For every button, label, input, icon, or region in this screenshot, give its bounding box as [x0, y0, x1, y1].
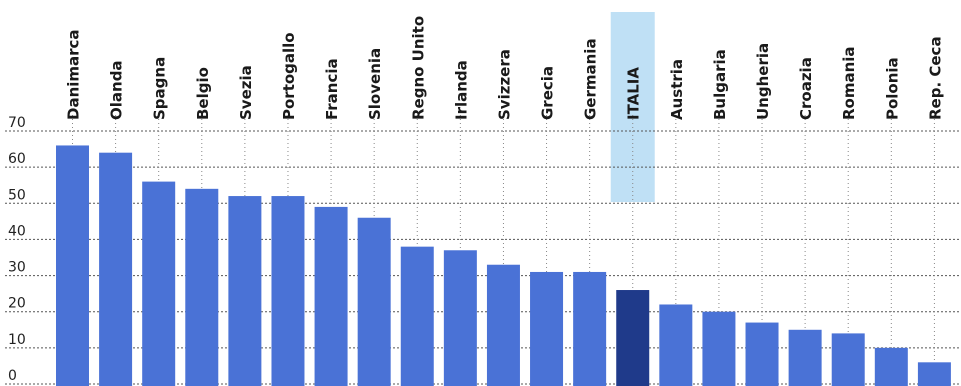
category-label: Irlanda — [452, 60, 470, 120]
category-label: Austria — [668, 59, 686, 120]
y-tick-label: 40 — [8, 223, 26, 239]
bar-belgio — [185, 188, 219, 386]
category-label: Danimarca — [65, 29, 83, 120]
bar-regno-unito — [400, 246, 434, 386]
bar-olanda — [99, 152, 133, 386]
category-label: Svizzera — [495, 49, 513, 120]
category-label: Grecia — [539, 66, 557, 120]
category-label: Germania — [582, 38, 600, 120]
category-label: Olanda — [108, 60, 126, 120]
bar-svezia — [228, 196, 262, 386]
bar-rep-ceca — [917, 362, 951, 386]
category-label: Polonia — [883, 57, 901, 120]
y-tick-label: 20 — [8, 296, 26, 312]
y-tick-label: 0 — [8, 368, 17, 384]
category-label: Ungheria — [754, 43, 772, 120]
category-label: Rep. Ceca — [926, 36, 944, 120]
bar-portogallo — [271, 196, 305, 386]
bar-croazia — [788, 329, 822, 386]
bars — [56, 145, 951, 386]
category-label: Svezia — [237, 65, 255, 120]
category-label: ITALIA — [625, 67, 643, 120]
highlight-band-layer — [610, 12, 655, 202]
y-tick-label: 70 — [8, 115, 26, 131]
bar-spagna — [142, 181, 176, 386]
category-label: Bulgaria — [711, 49, 729, 120]
y-axis-ticks: 0 10 20 30 40 50 60 70 — [8, 115, 26, 384]
bar-grecia — [530, 271, 564, 386]
bar-slovenia — [357, 217, 391, 386]
bar-romania — [831, 333, 865, 386]
bar-irlanda — [443, 250, 477, 386]
y-tick-label: 30 — [8, 260, 26, 276]
y-tick-label: 10 — [8, 332, 26, 348]
y-tick-label: 50 — [8, 187, 26, 203]
bar-austria — [659, 304, 693, 386]
bar-francia — [314, 206, 348, 386]
bar-svizzera — [486, 264, 520, 386]
category-label: Romania — [840, 46, 858, 120]
bar-polonia — [874, 347, 908, 386]
category-label: Spagna — [151, 57, 169, 120]
y-tick-label: 60 — [8, 151, 26, 167]
category-label: Regno Unito — [409, 16, 427, 120]
category-label: Belgio — [194, 67, 212, 120]
category-label: Francia — [323, 58, 341, 120]
bar-italia — [616, 290, 650, 386]
bar-germania — [573, 271, 607, 386]
category-label: Croazia — [797, 57, 815, 120]
category-label: Portogallo — [280, 32, 298, 120]
bar-danimarca — [56, 145, 89, 386]
category-labels: Danimarca Olanda Spagna Belgio Svezia Portoga… — [65, 16, 945, 120]
bar-ungheria — [745, 322, 779, 386]
category-label: Slovenia — [366, 48, 384, 120]
highlight-band — [610, 12, 655, 202]
bar-bulgaria — [702, 311, 736, 386]
